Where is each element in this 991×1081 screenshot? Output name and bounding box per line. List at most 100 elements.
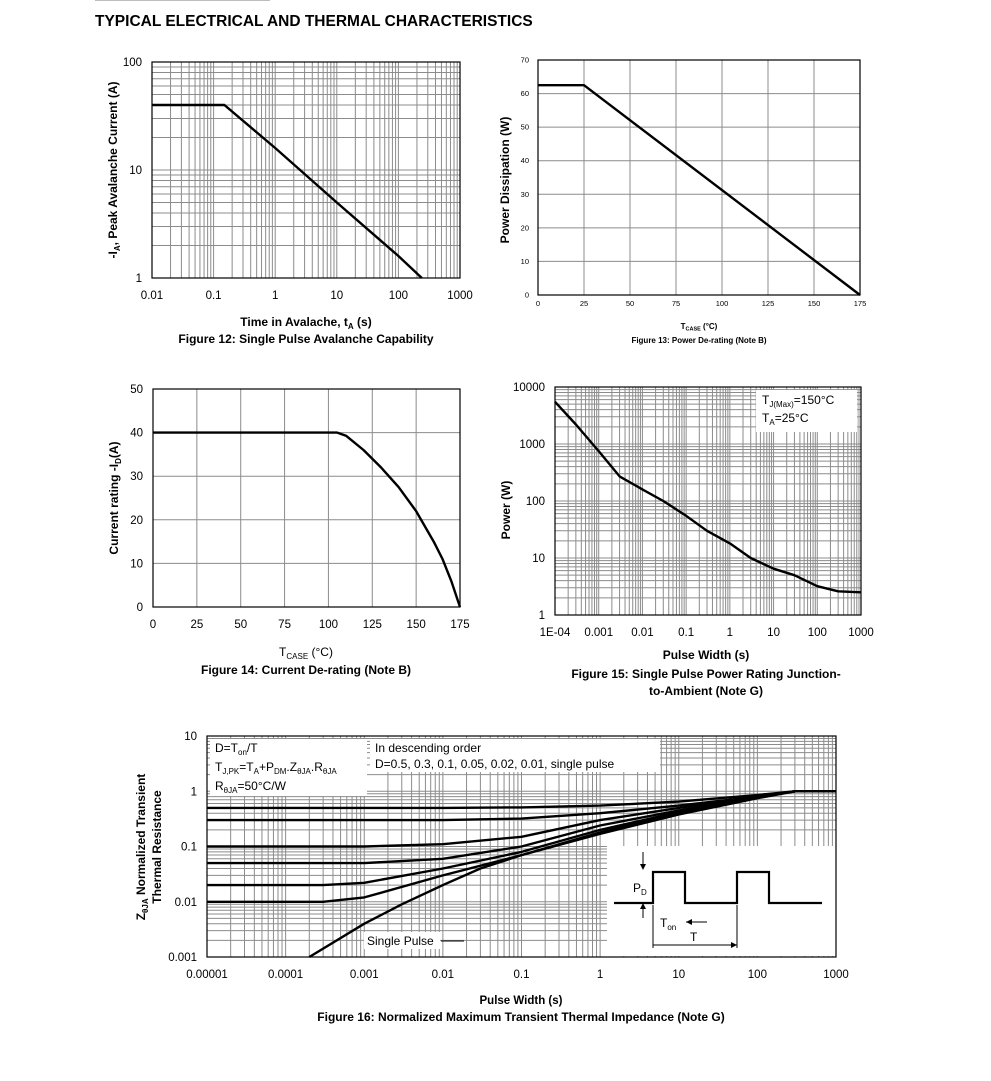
series-line: [308, 790, 836, 959]
figure-16-note-formula: TJ,PK=TA+PDM.ZθJA.RθJA: [215, 760, 337, 776]
x-tick-label: 0.1: [206, 290, 222, 302]
x-tick-label: 1: [272, 290, 278, 302]
figure-13-curve: [538, 83, 861, 296]
figure-15-xlabel: Pulse Width (s): [663, 648, 750, 662]
figure-15-ticks: 1E-04 0.001 0.01 0.1 1 10 100 1000 1 10 100 1000 100…: [513, 382, 874, 639]
y-tick-label: 1: [539, 610, 545, 622]
x-tick-label: 1000: [447, 290, 473, 302]
y-tick-label: 10: [184, 731, 197, 743]
figure-14: 0 25 50 75 100 125 150 175 0 10 20 30 40 50 TCASE (°C…: [107, 384, 470, 677]
inset-period-label: T: [690, 930, 698, 944]
x-tick-label: 1: [727, 627, 733, 639]
figure-16-single-pulse-box: [364, 932, 440, 949]
figure-13-xlabel: TCASE (°C): [681, 322, 718, 333]
y-tick-label: 10000: [513, 382, 545, 394]
y-tick-label: 1000: [519, 439, 545, 451]
top-rule: [95, 0, 270, 1]
figure-15-caption-line2: to-Ambient (Note G): [649, 684, 763, 698]
y-tick-label: 50: [130, 384, 143, 396]
figure-16-pulse-inset: PD Ton T: [614, 852, 822, 948]
y-tick-label: 100: [526, 496, 545, 508]
x-tick-label: 0.0001: [268, 969, 303, 981]
figure-14-grid: [152, 388, 461, 608]
pd-arrowhead-top: [640, 864, 646, 870]
figure-15-ylabel: Power (W): [499, 481, 513, 540]
y-tick-label: 0: [525, 291, 529, 300]
figure-16-notes-box: [210, 739, 367, 796]
x-tick-label: 125: [762, 299, 775, 308]
figure-15: 1E-04 0.001 0.01 0.1 1 10 100 1000 1 10 100 1000 100…: [499, 382, 874, 698]
figure-14-ticks: 0 25 50 75 100 125 150 175 0 10 20 30 40 50: [130, 384, 469, 631]
figure-12: 0.01 0.1 1 10 100 1000 1 10 100 Time in Avalache…: [106, 57, 473, 346]
x-tick-label: 75: [672, 299, 680, 308]
figure-16-ylabel-line1: ZθJA Normalized Transient: [134, 774, 150, 921]
figure-15-caption-line1: Figure 15: Single Pulse Power Rating Jun…: [571, 667, 840, 681]
x-tick-label: 0.01: [432, 969, 454, 981]
x-tick-label: 0.01: [631, 627, 653, 639]
y-tick-label: 20: [130, 515, 143, 527]
figure-14-xlabel: TCASE (°C): [279, 645, 333, 661]
y-tick-label: 0.1: [181, 842, 197, 854]
x-tick-label: 150: [808, 299, 821, 308]
pulse-train-waveform: [614, 870, 822, 905]
y-tick-label: 10: [521, 257, 529, 266]
y-tick-label: 10: [130, 558, 143, 570]
x-tick-label: 125: [363, 619, 382, 631]
y-tick-label: 30: [521, 190, 529, 199]
figure-13-frame: [537, 59, 861, 296]
figure-16: 0.00001 0.0001 0.001 0.01 0.1 1 10 100 1000 0.001…: [134, 731, 849, 1024]
figure-12-curve: [152, 103, 423, 279]
figure-14-curve: [153, 431, 462, 608]
ton-arrowhead: [686, 919, 692, 925]
y-tick-label: 1: [136, 273, 142, 285]
x-tick-label: 50: [234, 619, 247, 631]
figure-16-curves: [207, 790, 836, 959]
x-tick-label: 150: [407, 619, 426, 631]
x-tick-label: 0: [536, 299, 540, 308]
x-tick-label: 25: [190, 619, 203, 631]
y-tick-label: 1: [191, 786, 197, 798]
figure-16-ticks: 0.00001 0.0001 0.001 0.01 0.1 1 10 100 1000 0.001…: [168, 731, 849, 981]
figure-13-ticks: 0 25 50 75 100 125 150 175 0 10 20 30 40 50 60 70: [521, 56, 867, 309]
figure-14-ylabel: Current rating -ID(A): [107, 441, 123, 554]
x-tick-label: 0.01: [141, 290, 163, 302]
x-tick-label: 10: [672, 969, 685, 981]
x-tick-label: 100: [808, 627, 827, 639]
figure-16-order-line2: D=0.5, 0.3, 0.1, 0.05, 0.02, 0.01, singl…: [375, 757, 614, 771]
y-tick-label: 100: [123, 57, 142, 69]
x-tick-label: 100: [716, 299, 729, 308]
figure-12-ticks: 0.01 0.1 1 10 100 1000 1 10 100: [123, 57, 473, 302]
figure-14-frame: [152, 388, 461, 608]
figure-12-ylabel: -IA, Peak Avalanche Current (A): [106, 82, 122, 259]
figure-16-order-box: [370, 739, 660, 772]
figure-14-caption: Figure 14: Current De-rating (Note B): [201, 663, 411, 677]
figure-15-legend-tj: TJ(Max)=150°C: [762, 393, 835, 409]
x-tick-label: 100: [748, 969, 767, 981]
y-tick-label: 40: [521, 156, 529, 165]
x-tick-label: 100: [319, 619, 338, 631]
figure-12-frame: [151, 61, 461, 279]
figure-15-legend-ta: TA=25°C: [762, 411, 809, 427]
x-tick-label: 0.001: [350, 969, 379, 981]
x-tick-label: 1E-04: [540, 627, 571, 639]
period-arrowhead: [731, 942, 737, 948]
y-tick-label: 50: [521, 123, 529, 132]
x-tick-label: 25: [580, 299, 588, 308]
figure-16-frame: [206, 735, 837, 958]
page-title: TYPICAL ELECTRICAL AND THERMAL CHARACTER…: [95, 13, 533, 30]
y-tick-label: 0: [137, 602, 143, 614]
x-tick-label: 0.001: [584, 627, 613, 639]
y-tick-label: 70: [521, 56, 529, 65]
figure-15-curve: [554, 400, 862, 594]
y-tick-label: 10: [532, 553, 545, 565]
figure-15-legend-box: [756, 390, 857, 432]
figure-16-single-pulse-label: Single Pulse: [367, 934, 434, 948]
figure-16-order-line1: In descending order: [375, 741, 481, 755]
x-tick-label: 10: [330, 290, 343, 302]
figure-16-caption: Figure 16: Normalized Maximum Transient …: [317, 1010, 724, 1024]
x-tick-label: 175: [450, 619, 469, 631]
x-tick-label: 100: [389, 290, 408, 302]
figure-16-note-rtheta: RθJA=50°C/W: [215, 779, 287, 795]
x-tick-label: 175: [854, 299, 867, 308]
